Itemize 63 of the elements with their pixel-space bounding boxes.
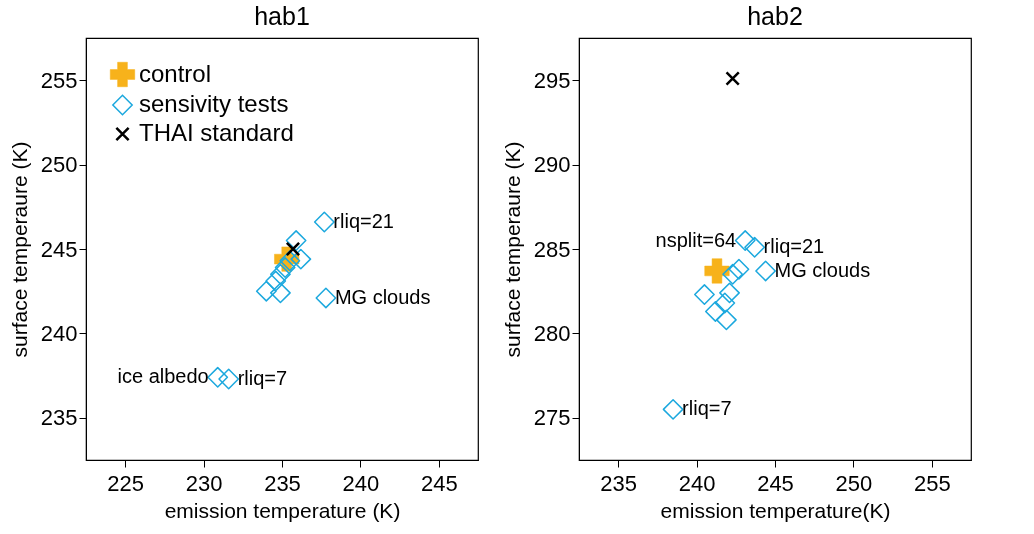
x-tick-label: 230 (185, 470, 223, 496)
y-tick-label: 245 (40, 236, 78, 262)
point (734, 230, 756, 251)
x-tick-label: 245 (757, 470, 794, 496)
point (265, 270, 287, 292)
point (755, 260, 777, 282)
annotation: ice albedo (117, 365, 209, 388)
annotation: MG clouds (334, 285, 431, 308)
x-tick-label: 235 (264, 470, 301, 496)
point (315, 287, 337, 309)
y-tick-label: 255 (40, 67, 78, 93)
annotation: rliq=7 (682, 397, 732, 420)
x-tick-label: 245 (420, 470, 458, 496)
y-tick-label: 250 (40, 152, 78, 178)
point (725, 71, 741, 86)
y-tick-label: 280 (533, 320, 571, 346)
point (715, 309, 737, 331)
point (704, 258, 730, 284)
point (719, 282, 740, 304)
x-tick-label: 235 (600, 470, 638, 496)
annotation: rliq=21 (763, 235, 825, 258)
y-axis-title: surface temperaure (K) (7, 141, 31, 358)
point (285, 241, 301, 257)
legend-label: THAI standard (139, 119, 294, 146)
x-tick-label: 225 (107, 470, 145, 496)
x-tick-label: 255 (913, 470, 951, 496)
y-tick-label: 290 (533, 152, 571, 178)
y-tick-label: 285 (533, 236, 571, 262)
point (704, 301, 726, 322)
legend-label: sensivity tests (139, 90, 289, 117)
point (722, 263, 744, 285)
point (279, 250, 301, 272)
annotation: rliq=21 (333, 209, 394, 232)
point (714, 292, 736, 314)
x-tick-label: 240 (678, 470, 716, 496)
x-tick-label: 250 (835, 470, 873, 496)
y-tick-label: 275 (533, 405, 571, 431)
point (274, 257, 296, 278)
point (218, 368, 240, 390)
point (744, 236, 766, 258)
y-tick-label: 240 (40, 320, 78, 346)
y-tick-label: 295 (533, 67, 571, 93)
annotation: nsplit=64 (655, 228, 737, 251)
point (255, 280, 277, 302)
point (313, 211, 335, 233)
chart-title: hab1 (254, 2, 310, 30)
annotation: rliq=7 (237, 366, 288, 389)
point (270, 282, 291, 304)
x-axis-title: emission temperature (K) (164, 498, 401, 522)
y-axis-title: surface temperaure (K) (500, 141, 524, 358)
point (290, 248, 312, 270)
point (662, 398, 684, 420)
chart-title: hab2 (747, 2, 803, 30)
x-tick-label: 240 (342, 470, 380, 496)
point (694, 284, 715, 306)
annotation: MG clouds (774, 258, 871, 281)
point (207, 366, 229, 388)
point (728, 258, 750, 280)
y-tick-label: 235 (40, 405, 78, 431)
point (285, 230, 307, 251)
x-axis-title: emission temperature(K) (660, 498, 891, 522)
point (270, 263, 291, 285)
legend-label: control (139, 59, 212, 87)
